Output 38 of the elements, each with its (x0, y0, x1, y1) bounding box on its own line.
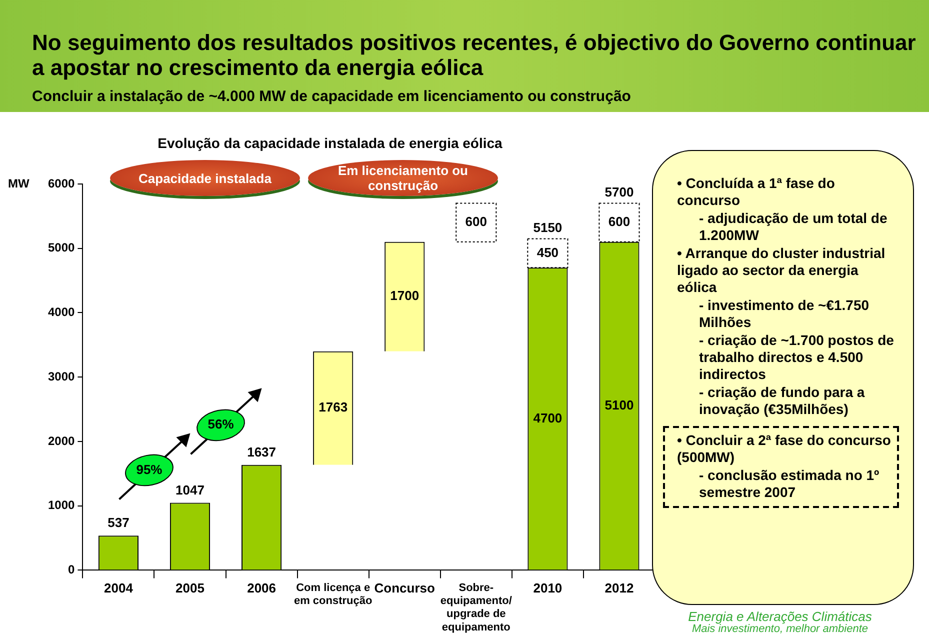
data-label: 450 (536, 244, 559, 260)
y-tick-label: 6000 (48, 176, 76, 190)
data-label: 1700 (390, 288, 420, 304)
text: Evolução da capacidade instalada de energia eólica (156, 135, 504, 151)
x-tick-label: Concurso (374, 580, 436, 596)
data-label: 1637 (247, 444, 276, 460)
x-tick-label: 2006 (247, 580, 276, 596)
x-tick-label: 2005 (176, 580, 204, 596)
total-label: 5150 (533, 220, 562, 235)
text: Mais investimento, melhor ambiente (692, 623, 870, 636)
text: Energia e Alterações Climáticas (687, 609, 873, 624)
data-label: 600 (608, 214, 630, 230)
y-tick-label: 4000 (48, 305, 76, 320)
annotation: 95% (136, 462, 163, 477)
data-label: 5100 (604, 397, 634, 412)
y-tick-label: 5000 (48, 240, 76, 255)
y-tick-label: 3000 (48, 369, 76, 384)
annotation: 56% (208, 416, 234, 432)
data-label: 1047 (176, 482, 204, 498)
x-tick-label: Com licença e em construção (294, 582, 372, 608)
data-label: 537 (108, 515, 130, 530)
x-tick-label: 2012 (604, 580, 634, 596)
y-tick-label: 1000 (48, 498, 76, 512)
x-tick-label: 2010 (533, 580, 562, 596)
oval-badge: Capacidade instalada (110, 160, 300, 196)
data-label: 4700 (533, 410, 562, 426)
y-tick-label: 2000 (48, 434, 76, 448)
x-tick-label: 2004 (104, 580, 134, 596)
y-tick-label: 0 (68, 562, 76, 577)
data-label: 600 (465, 214, 488, 230)
data-label: 1763 (318, 400, 348, 415)
chart-title: No seguimento dos resultados positivos recentes, é objectivo do Governo continuar a apostar no crescimento da energia eólica (32, 30, 917, 80)
chart-subtitle: Concluir a instalação de ~4.000 MW de capacidade em licenciamento ou construção (32, 88, 632, 105)
callout-box: • Concluída a 1ª fase do concurso - adjudicação de um total de 1.200MW • Arranque do cluster industrial ligado ao sector da energia eólica - investimento de ~€1.750 Milhões - criação de ~1.700 postos de trabalho directos e 4.500 indirectos - criação de fundo para a inovação (€35Milhões) • Concluir a 2ª fase do concurso (500MW) - conclusão estimada no 1º semestre 2007 (652, 150, 914, 605)
oval-badge: Em licenciamento ou construção (308, 160, 498, 196)
total-label: 5700 (604, 184, 634, 200)
y-axis-title: MW (8, 176, 30, 190)
x-tick-label: Sobre-equipamento/ upgrade de equipamento (440, 582, 512, 634)
